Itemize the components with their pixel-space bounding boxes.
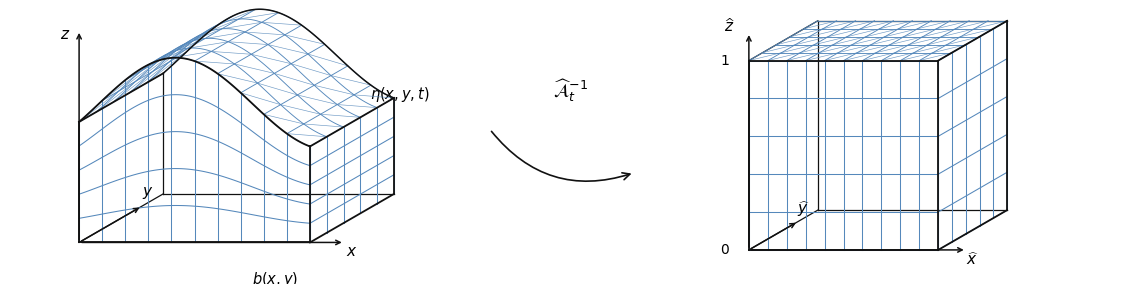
Text: $0$: $0$ — [720, 243, 729, 257]
Text: $\widehat{x}$: $\widehat{x}$ — [966, 251, 978, 268]
FancyArrowPatch shape — [492, 131, 630, 181]
Text: $\widehat{y}$: $\widehat{y}$ — [797, 199, 810, 219]
Text: $x$: $x$ — [345, 244, 358, 259]
Text: $\eta(x,y,t)$: $\eta(x,y,t)$ — [370, 85, 430, 104]
Text: $\widehat{z}$: $\widehat{z}$ — [725, 18, 735, 36]
Text: $b(x,y)$: $b(x,y)$ — [252, 270, 298, 284]
Text: $z$: $z$ — [60, 27, 70, 42]
Text: $y$: $y$ — [142, 185, 154, 201]
Text: $\widehat{\mathcal{A}}_t^{-1}$: $\widehat{\mathcal{A}}_t^{-1}$ — [553, 78, 587, 104]
Text: $1$: $1$ — [720, 54, 729, 68]
